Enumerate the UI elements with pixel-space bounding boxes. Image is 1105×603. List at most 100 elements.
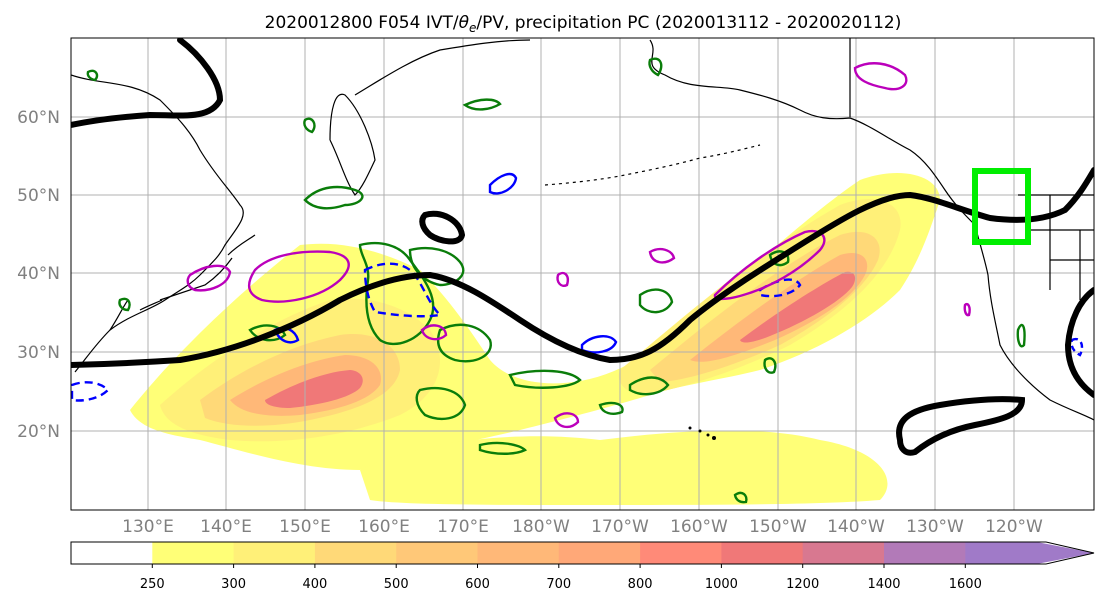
lon-label: 140°W [827, 517, 885, 537]
colorbar-ticks: 250 300 400 500 600 700 800 1000 1200 1400 1600 [140, 564, 982, 592]
lon-label: 170°W [591, 517, 649, 537]
map-title: 2020012800 F054 IVT/θe/PV, precipitation… [265, 13, 902, 35]
lon-label: 180°W [512, 517, 570, 537]
korea [109, 299, 129, 331]
theta-e-contour [462, 98, 502, 111]
precip-contour [553, 412, 580, 429]
colorbar-tick-label: 800 [628, 577, 653, 592]
lon-labels: 130°E 140°E 150°E 160°E 170°E 180°W 170°… [122, 517, 1043, 537]
colorbar-outline [70, 541, 1095, 565]
lon-label: 130°W [906, 517, 964, 537]
ivt-band-1000 [265, 370, 363, 408]
alaska-coast [649, 39, 976, 226]
theta-e-contour [648, 57, 663, 77]
ivt-band-600-east [690, 252, 868, 362]
theta-e-contour [303, 117, 316, 134]
theta-e-contour [628, 376, 670, 396]
hokkaido [227, 234, 256, 256]
colorbar-bin [802, 542, 885, 564]
colorbar-tick-label: 1600 [949, 577, 982, 592]
lon-label: 140°E [200, 517, 252, 537]
pv-contours [71, 38, 1094, 456]
lon-label: 120°W [985, 517, 1043, 537]
theta-e-neg-contour [488, 172, 518, 195]
theta-e-neg-contour [363, 262, 443, 318]
colorbar-tick-label: 700 [546, 577, 571, 592]
precip-contour [186, 264, 232, 292]
theta-e-contour [638, 288, 674, 314]
lat-labels: 60°N 50°N 40°N 30°N 20°N [17, 108, 60, 442]
lon-label: 160°W [670, 517, 728, 537]
map-panel [71, 38, 1094, 510]
precip-contours [186, 62, 971, 429]
colorbar-bin [721, 542, 804, 564]
pv-contour-southeast [896, 396, 1026, 456]
japan-kyushu [139, 299, 163, 311]
colorbar-bin [71, 542, 153, 564]
colorbar-tick-label: 500 [384, 577, 409, 592]
colorbar-bin [884, 542, 966, 564]
colorbar-tick-label: 1000 [705, 577, 738, 592]
theta-e-contour [733, 491, 748, 504]
colorbar-bin [152, 542, 235, 564]
target-box [972, 168, 1031, 245]
lat-label: 30°N [17, 343, 60, 363]
theta-e-contour [478, 441, 528, 455]
map-frame [70, 37, 1095, 511]
lon-label: 130°E [122, 517, 174, 537]
precip-contour [963, 302, 971, 317]
colorbar-bin [314, 542, 397, 564]
pv-contour-northwest [71, 38, 224, 128]
theta-e-neg-contour [71, 381, 110, 402]
aleutians [544, 144, 761, 186]
colorbar-tick-label: 1400 [867, 577, 900, 592]
kamchatka [329, 93, 376, 196]
lon-label: 150°W [749, 517, 807, 537]
theta-e-contour [303, 185, 364, 210]
theta-e-contour [598, 401, 624, 415]
colorbar-tick-label: 300 [221, 577, 246, 592]
colorbar-bin [640, 542, 722, 564]
pv-contour-dateline [419, 210, 466, 245]
precip-contour [853, 62, 908, 91]
lon-label: 170°E [437, 517, 489, 537]
colorbar-tick-label: 250 [140, 577, 165, 592]
colorbar-bin [558, 542, 641, 564]
colorbar-bin [233, 542, 316, 564]
colorbar-bin [965, 542, 1094, 564]
precip-contour [648, 247, 676, 264]
theta-e-contour [436, 323, 492, 363]
ivt-band-250-south [360, 430, 888, 505]
theta-e-contour [86, 69, 99, 82]
theta-e-contour [1016, 323, 1026, 348]
pv-contour-east [1064, 287, 1094, 398]
precip-contour [713, 229, 826, 301]
ivt-band-1000-east [740, 271, 856, 343]
theta-e-neg-contour [580, 335, 618, 354]
theta-e-contour [508, 369, 582, 389]
colorbar: 250 300 400 500 600 700 800 1000 1200 1400 1600 [70, 541, 1095, 592]
lon-label: 150°E [279, 517, 331, 537]
colorbar-tick-label: 1200 [786, 577, 819, 592]
lon-label: 160°E [358, 517, 410, 537]
colorbar-tick-label: 600 [465, 577, 490, 592]
theta-e-negative-contours [71, 172, 1084, 402]
theta-e-contour [358, 241, 435, 346]
precip-contour [247, 250, 350, 303]
hawaii [688, 426, 716, 440]
precip-contour [556, 271, 569, 287]
lat-label: 20°N [17, 422, 60, 442]
pv-main-contour [71, 167, 1094, 368]
lat-label: 50°N [17, 186, 60, 206]
theta-e-contour [415, 386, 467, 421]
chukotka-coast [354, 39, 531, 96]
theta-e-neg-contour [1070, 337, 1084, 357]
theta-e-contour [763, 357, 777, 374]
us-state-lines [1030, 195, 1094, 300]
colorbar-tick-label: 400 [302, 577, 327, 592]
lat-label: 60°N [17, 108, 60, 128]
na-west-coast [974, 224, 1094, 421]
lat-label: 40°N [17, 264, 60, 284]
colorbar-bin [477, 542, 560, 564]
